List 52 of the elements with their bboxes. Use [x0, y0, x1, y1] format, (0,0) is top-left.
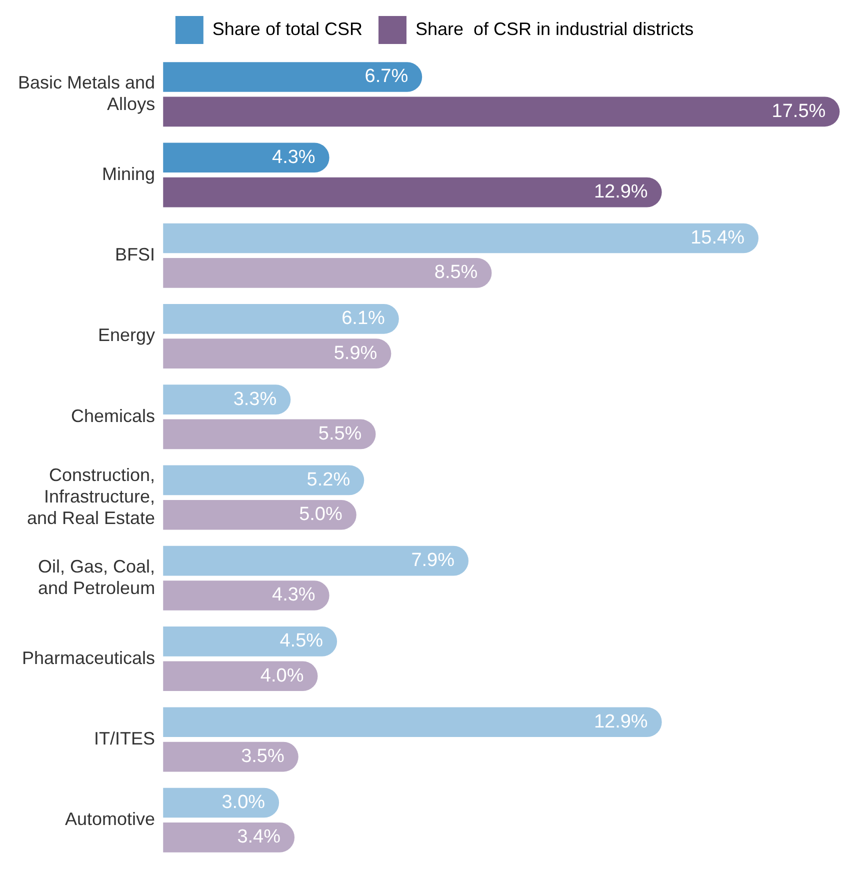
data-label: 3.0%	[222, 792, 266, 813]
data-label: 12.9%	[594, 182, 648, 203]
y-tick-label: Mining	[102, 164, 156, 184]
bar	[163, 500, 356, 530]
bar	[163, 822, 295, 852]
bar	[163, 223, 758, 254]
data-label: 3.4%	[237, 826, 281, 848]
data-label: 8.5%	[434, 262, 478, 284]
data-label: 6.7%	[364, 66, 408, 88]
bar	[163, 142, 330, 173]
y-tick-label: Chemicals	[71, 406, 156, 426]
bar	[163, 707, 662, 738]
data-label: 4.3%	[272, 584, 316, 606]
bar	[163, 788, 280, 818]
data-label: 15.4%	[690, 227, 745, 248]
bar	[163, 465, 364, 496]
data-label: 4.5%	[280, 630, 324, 652]
y-tick-label: Automotive	[65, 809, 156, 830]
legend-label: Share of total CSR	[212, 18, 362, 39]
y-tick-label: IT/ITES	[94, 728, 156, 748]
data-label: 5.5%	[318, 423, 362, 444]
bar	[163, 177, 662, 208]
bar	[163, 626, 338, 656]
data-label: 4.0%	[260, 665, 304, 686]
bar	[163, 580, 330, 610]
bar	[163, 742, 298, 772]
data-label: 4.3%	[272, 146, 316, 168]
data-label: 12.9%	[594, 711, 648, 732]
y-tick-label: Construction, Infrastructure, and Real Estate	[26, 464, 156, 528]
y-tick-label: BFSI	[115, 244, 156, 265]
legend-label: Share of CSR in industrial districts	[415, 18, 694, 39]
y-tick-label: Basic Metals and Alloys	[18, 72, 156, 114]
data-label: 17.5%	[772, 100, 826, 122]
data-label: 5.9%	[334, 342, 378, 364]
data-label: 5.0%	[299, 504, 342, 526]
data-label: 6.1%	[342, 308, 386, 330]
bar	[163, 304, 399, 334]
data-label: 7.9%	[411, 550, 455, 572]
bar	[163, 384, 291, 414]
y-tick-label: Energy	[98, 325, 156, 346]
bar	[163, 96, 840, 127]
bar	[163, 62, 422, 92]
y-tick-label: Oil, Gas, Coal, and Petroleum	[38, 556, 156, 598]
y-tick-label: Pharmaceuticals	[22, 648, 156, 668]
bar	[163, 661, 318, 692]
data-label: 3.3%	[233, 388, 277, 410]
bar	[163, 546, 469, 576]
bar	[163, 258, 492, 288]
data-label: 3.5%	[241, 746, 284, 768]
bar	[163, 419, 376, 450]
data-label: 5.2%	[306, 469, 350, 490]
bar	[163, 338, 392, 368]
